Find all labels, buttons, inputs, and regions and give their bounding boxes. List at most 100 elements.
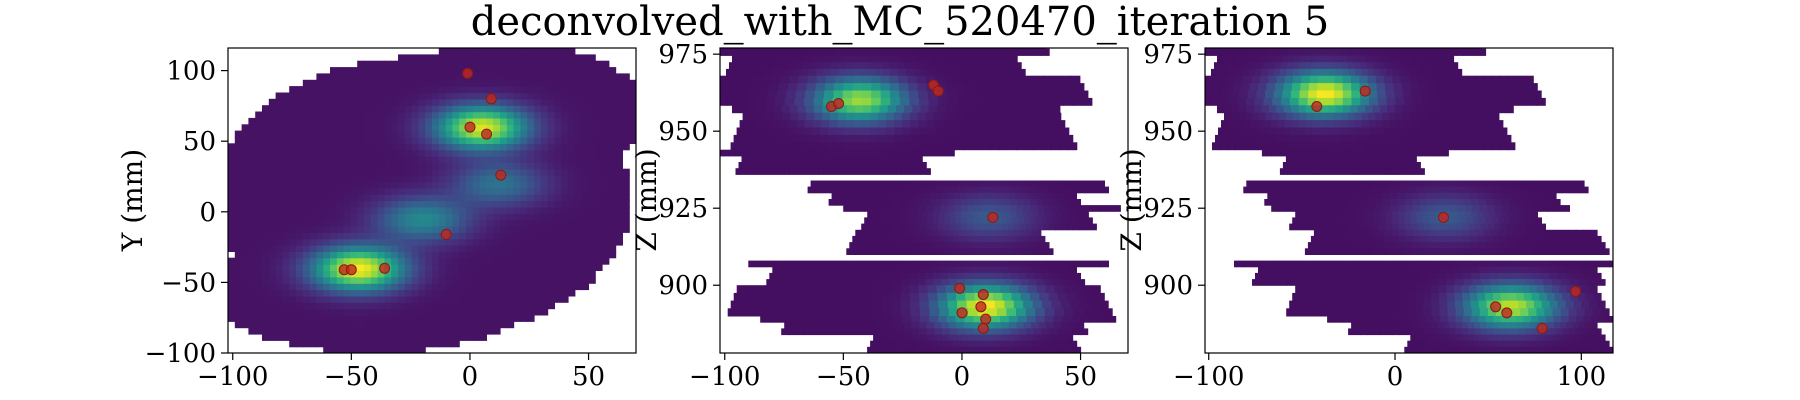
heat-cell [602, 175, 610, 183]
heat-cell [780, 292, 790, 302]
heat-cell [323, 308, 331, 316]
heat-cell [803, 168, 810, 175]
heat-cell [391, 270, 399, 278]
heat-cell [391, 92, 399, 100]
heat-cell [839, 272, 848, 280]
heat-cell [568, 130, 576, 138]
heat-cell [534, 111, 542, 119]
heat-cell [1221, 90, 1232, 99]
heat-cell [452, 340, 460, 348]
heat-cell [1013, 242, 1020, 249]
heat-cell [1416, 112, 1424, 121]
heat-cell [1276, 75, 1286, 84]
heat-cell [234, 206, 243, 214]
heat-cell [377, 79, 385, 87]
heat-cell [1042, 142, 1052, 151]
heat-cell [1214, 62, 1221, 70]
heat-cell [1488, 134, 1497, 143]
heat-cell [830, 68, 839, 77]
heat-cell [309, 327, 317, 335]
heat-cell [479, 245, 487, 252]
heat-cell [1355, 68, 1362, 77]
heat-cell [370, 289, 379, 297]
heat-cell [479, 86, 487, 94]
heat-cell [800, 149, 807, 157]
heat-cell [909, 112, 919, 121]
heat-cell [980, 48, 990, 56]
heat-cell [316, 321, 324, 329]
heat-cell [1483, 97, 1493, 106]
heat-cell [1097, 316, 1108, 323]
heat-cell [778, 68, 787, 77]
heat-cell [357, 289, 365, 297]
heat-cell [1021, 346, 1028, 353]
heat-cell [1449, 127, 1457, 136]
y-tick-label: 900 [658, 271, 708, 301]
heat-cell [452, 187, 460, 195]
heat-cell [1338, 155, 1342, 163]
heat-cell [350, 340, 358, 348]
heat-cell [967, 97, 978, 106]
heat-cell [1258, 55, 1265, 63]
heat-cell [540, 289, 549, 297]
heat-cell [875, 68, 884, 77]
heat-cell [364, 238, 372, 246]
heat-cell [445, 264, 453, 271]
heat-cell [918, 334, 924, 342]
heat-cell [1048, 199, 1056, 206]
heat-cell [1287, 62, 1294, 70]
heat-cell [729, 62, 737, 70]
heat-cell [902, 223, 909, 231]
heat-cell [1001, 248, 1007, 255]
heat-cell [1038, 266, 1047, 274]
heat-cell [554, 98, 562, 106]
heat-cell [1025, 308, 1036, 317]
heat-cell [377, 225, 385, 233]
heat-cell [845, 120, 854, 128]
heat-cell [432, 92, 440, 100]
heat-cell [979, 134, 989, 143]
heat-cell [905, 235, 911, 243]
heat-cell [445, 105, 453, 113]
heat-cell [568, 168, 576, 176]
heat-cell [1406, 55, 1413, 63]
heat-cell [520, 225, 528, 233]
heat-cell [595, 92, 603, 100]
heat-cell [854, 285, 865, 294]
heat-cell [500, 54, 508, 62]
heat-cell [860, 199, 867, 206]
heat-cell [513, 149, 521, 157]
heat-cell [764, 120, 773, 128]
heat-cell [520, 92, 528, 100]
heat-cell [880, 83, 891, 91]
heat-cell [729, 149, 736, 157]
heat-cell [852, 235, 858, 243]
heat-cell [466, 206, 474, 214]
heat-cell [336, 314, 345, 322]
heat-cell [309, 314, 317, 322]
heat-cell [568, 225, 576, 233]
heat-cell [880, 75, 890, 84]
heat-cell [500, 86, 508, 94]
heat-cell [1511, 83, 1521, 91]
heat-cell [622, 213, 630, 221]
heat-cell [574, 149, 583, 157]
heat-cell [802, 62, 810, 70]
heat-cell [513, 213, 521, 221]
heat-cell [432, 283, 440, 291]
heat-cell [296, 111, 304, 119]
heat-cell [1420, 149, 1426, 157]
heat-cell [1333, 142, 1342, 151]
heat-cell [912, 68, 921, 77]
heat-cell [357, 333, 365, 341]
heat-cell [831, 55, 840, 63]
heat-cell [792, 272, 802, 280]
heat-cell [513, 156, 521, 163]
heat-cell [1057, 272, 1066, 280]
heat-cell [438, 79, 447, 87]
heat-cell [1070, 192, 1077, 200]
heat-cell [769, 83, 780, 91]
heat-cell [1260, 75, 1269, 84]
heat-cell [895, 48, 905, 56]
heat-cell [466, 276, 474, 284]
